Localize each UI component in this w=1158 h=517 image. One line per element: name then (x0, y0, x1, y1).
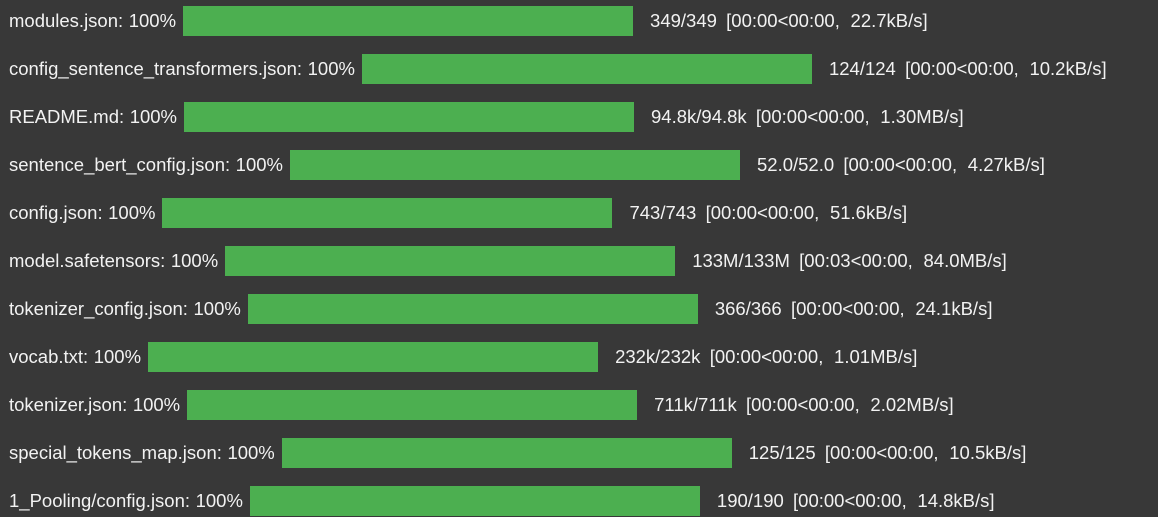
percent-label: 100% (129, 106, 178, 127)
file-name: vocab.txt: (9, 346, 89, 367)
progress-row: modules.json: 100% 349/349 [00:00<00:00, 22… (9, 6, 928, 36)
transfer-rate: 22.7kB/s] (845, 10, 928, 31)
progress-bar (187, 390, 638, 420)
progress-row: README.md: 100% 94.8k/94.8k [00:00<00:00, 1… (9, 102, 964, 132)
progress-bar-fill (281, 438, 732, 468)
transfer-rate: 24.1kB/s] (910, 298, 993, 319)
file-name: sentence_bert_config.json: (9, 154, 231, 175)
elapsed-time: [00:00<00:00, (843, 154, 958, 175)
progress-bar-fill (184, 102, 635, 132)
progress-row: config.json: 100% 743/743 [00:00<00:00, 51.… (9, 198, 907, 228)
elapsed-time: [00:00<00:00, (709, 346, 824, 367)
progress-bar-fill (187, 390, 638, 420)
progress-bar (148, 342, 599, 372)
progress-row: 1_Pooling/config.json: 100% 190/190 [00:00<… (9, 486, 995, 516)
progress-bar (281, 438, 732, 468)
progress-bar-fill (183, 6, 634, 36)
file-name: modules.json: (9, 10, 124, 31)
size-count: 133M/133M (692, 250, 790, 271)
progress-bar-fill (148, 342, 599, 372)
progress-bar-fill (162, 198, 613, 228)
progress-bar (249, 486, 700, 516)
elapsed-time: [00:00<00:00, (746, 394, 860, 415)
size-count: 124/124 (828, 58, 896, 79)
percent-label: 100% (195, 490, 243, 511)
file-name: tokenizer.json: (9, 394, 128, 415)
transfer-rate: 10.2kB/s] (1024, 58, 1107, 79)
transfer-rate: 84.0MB/s] (918, 250, 1007, 271)
file-name: model.safetensors: (9, 250, 166, 271)
progress-bar (247, 294, 698, 324)
transfer-rate: 51.6kB/s] (824, 202, 908, 223)
transfer-rate: 10.5kB/s] (944, 442, 1027, 463)
percent-label: 100% (108, 202, 156, 223)
size-count: 94.8k/94.8k (651, 106, 747, 127)
percent-label: 100% (235, 154, 283, 175)
percent-label: 100% (170, 250, 219, 271)
transfer-rate: 2.02MB/s] (865, 394, 954, 415)
progress-bar-fill (247, 294, 698, 324)
progress-bar-fill (290, 150, 740, 180)
elapsed-time: [00:00<00:00, (755, 106, 870, 127)
file-name: special_tokens_map.json: (9, 442, 222, 463)
size-count: 743/743 (629, 202, 697, 223)
size-count: 711k/711k (654, 394, 737, 415)
progress-bar (225, 246, 676, 276)
progress-row: special_tokens_map.json: 100% 125/125 [00:0… (9, 438, 1026, 468)
percent-label: 100% (227, 442, 275, 463)
elapsed-time: [00:00<00:00, (905, 58, 1019, 79)
progress-bar-fill (225, 246, 676, 276)
progress-row: model.safetensors: 100% 133M/133M [00:03<00… (9, 246, 1007, 276)
size-count: 232k/232k (615, 346, 701, 367)
transfer-rate: 4.27kB/s] (962, 154, 1045, 175)
file-name: tokenizer_config.json: (9, 298, 188, 319)
transfer-rate: 1.30MB/s] (875, 106, 964, 127)
size-count: 349/349 (650, 10, 717, 31)
progress-bar (290, 150, 740, 180)
elapsed-time: [00:00<00:00, (790, 298, 905, 319)
percent-label: 100% (93, 346, 142, 367)
progress-bar-fill (249, 486, 700, 516)
progress-row: config_sentence_transformers.json: 100% 12… (9, 54, 1107, 84)
percent-label: 100% (193, 298, 241, 319)
progress-row: vocab.txt: 100% 232k/232k [00:00<00:00, 1.0… (9, 342, 917, 372)
percent-label: 100% (128, 10, 177, 31)
size-count: 125/125 (748, 442, 816, 463)
transfer-rate: 14.8kB/s] (912, 490, 995, 511)
transfer-rate: 1.01MB/s] (828, 346, 918, 367)
elapsed-time: [00:00<00:00, (726, 10, 840, 31)
elapsed-time: [00:00<00:00, (824, 442, 939, 463)
size-count: 52.0/52.0 (757, 154, 835, 175)
elapsed-time: [00:00<00:00, (793, 490, 907, 511)
percent-label: 100% (132, 394, 181, 415)
progress-bar (184, 102, 635, 132)
progress-row: sentence_bert_config.json: 100% 52.0/52.0 [… (9, 150, 1045, 180)
progress-row: tokenizer.json: 100% 711k/711k [00:00<00:00… (9, 390, 954, 420)
elapsed-time: [00:03<00:00, (799, 250, 913, 271)
size-count: 190/190 (716, 490, 784, 511)
progress-bar (162, 198, 613, 228)
file-name: README.md: (9, 106, 125, 127)
size-count: 366/366 (714, 298, 782, 319)
file-name: 1_Pooling/config.json: (9, 490, 191, 511)
progress-bar (183, 6, 634, 36)
file-name: config_sentence_transformers.json: (9, 58, 303, 79)
percent-label: 100% (307, 58, 355, 79)
file-name: config.json: (9, 202, 103, 223)
progress-row: tokenizer_config.json: 100% 366/366 [00:00<… (9, 294, 992, 324)
progress-bar-fill (361, 54, 812, 84)
progress-bar (361, 54, 812, 84)
elapsed-time: [00:00<00:00, (705, 202, 820, 223)
